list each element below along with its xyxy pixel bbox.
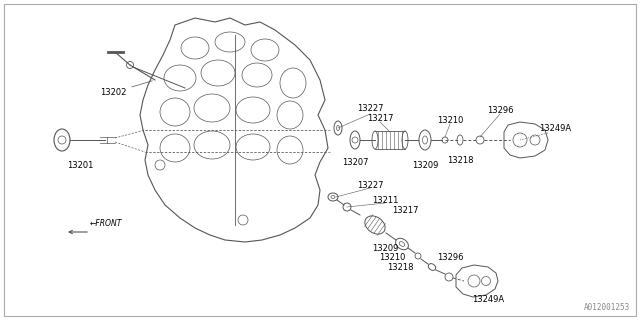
Text: 13217: 13217	[392, 205, 419, 214]
Text: 13210: 13210	[437, 116, 463, 124]
Text: 13211: 13211	[372, 196, 398, 204]
Text: 13249A: 13249A	[472, 295, 504, 305]
Text: ←FRONT: ←FRONT	[90, 219, 122, 228]
Text: 13209: 13209	[372, 244, 398, 252]
Text: 13201: 13201	[67, 161, 93, 170]
Text: 13296: 13296	[436, 253, 463, 262]
Text: 13227: 13227	[356, 103, 383, 113]
Text: 13218: 13218	[447, 156, 473, 164]
Text: 13202: 13202	[100, 81, 152, 97]
Circle shape	[442, 137, 448, 143]
Text: 13209: 13209	[412, 161, 438, 170]
Text: 13218: 13218	[387, 263, 413, 273]
Text: 13249A: 13249A	[539, 124, 571, 132]
Circle shape	[415, 253, 421, 259]
Text: 13207: 13207	[342, 157, 368, 166]
Text: A012001253: A012001253	[584, 303, 630, 312]
Text: 13217: 13217	[367, 114, 393, 123]
Text: 13296: 13296	[487, 106, 513, 115]
Text: 13227: 13227	[356, 180, 383, 189]
Text: 13210: 13210	[379, 253, 405, 262]
